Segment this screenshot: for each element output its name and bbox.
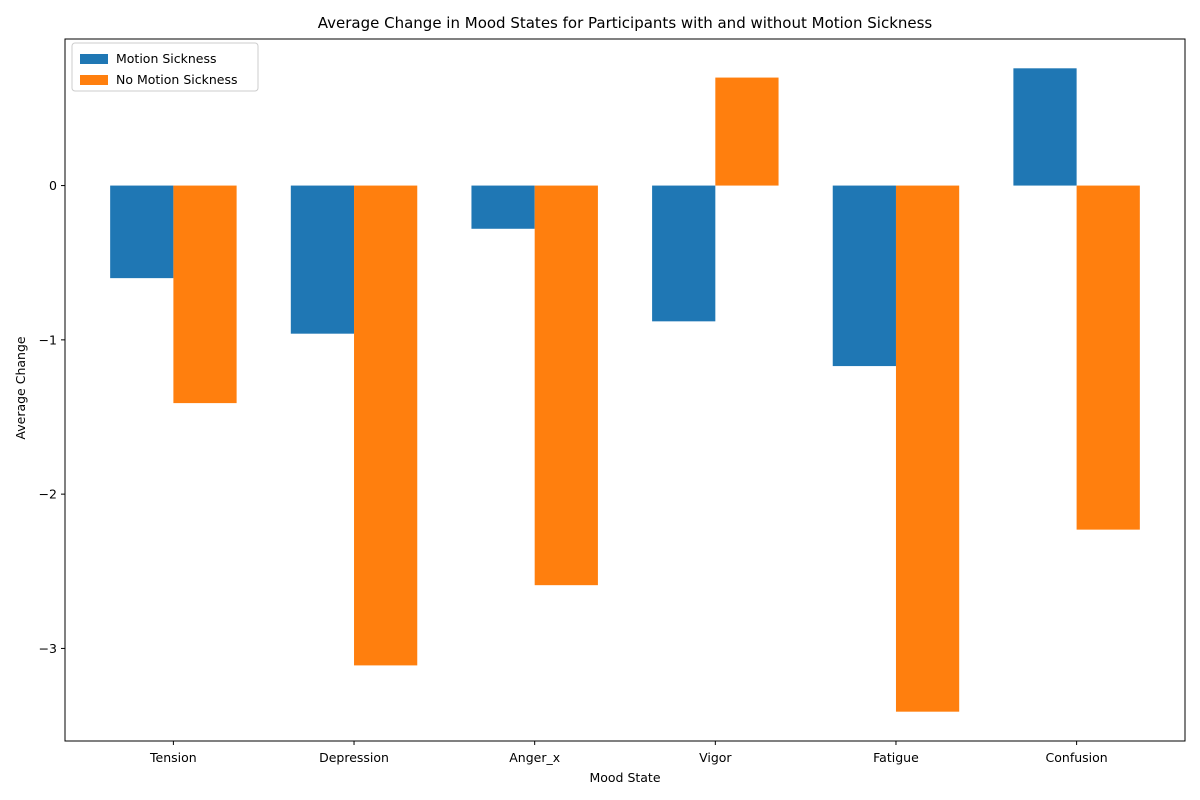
bar-motion-sickness-tension xyxy=(110,185,174,279)
bar-motion-sickness-fatigue xyxy=(832,185,896,367)
y-tick-label: −2 xyxy=(39,487,57,502)
legend-swatch-1 xyxy=(80,75,108,85)
x-tick-label: Vigor xyxy=(699,750,732,765)
x-tick-label: Depression xyxy=(319,750,389,765)
legend-swatch-0 xyxy=(80,54,108,64)
bar-motion-sickness-anger_x xyxy=(471,185,535,229)
plot-frame xyxy=(64,38,1186,742)
y-axis-label: Average Change xyxy=(13,336,28,439)
legend-label-1: No Motion Sickness xyxy=(116,72,237,87)
x-axis-ticks: Tension Depression Anger_x Vigor Fatigue Conf… xyxy=(149,741,1108,765)
x-tick-label: Fatigue xyxy=(873,750,919,765)
bar-motion-sickness-vigor xyxy=(652,185,716,322)
legend: Motion Sickness No Motion Sickness xyxy=(71,42,259,92)
bar-no-motion-sickness-anger_x xyxy=(534,185,598,586)
bar-no-motion-sickness-vigor xyxy=(715,77,779,186)
x-tick-label: Anger_x xyxy=(509,750,560,765)
chart-title: Average Change in Mood States for Partic… xyxy=(318,14,933,32)
x-axis-label: Mood State xyxy=(589,770,660,785)
legend-label-0: Motion Sickness xyxy=(116,51,217,66)
x-tick-label: Tension xyxy=(149,750,197,765)
bar-motion-sickness-depression xyxy=(290,185,355,334)
y-tick-label: −1 xyxy=(39,332,57,347)
y-tick-label: 0 xyxy=(49,178,57,193)
bar-no-motion-sickness-tension xyxy=(173,185,237,404)
bar-no-motion-sickness-fatigue xyxy=(895,185,960,712)
bar-no-motion-sickness-confusion xyxy=(1076,185,1140,530)
x-tick-label: Confusion xyxy=(1046,750,1108,765)
bar-no-motion-sickness-depression xyxy=(354,185,418,666)
bars-group xyxy=(110,68,1140,712)
y-tick-label: −3 xyxy=(39,641,57,656)
bar-motion-sickness-confusion xyxy=(1013,68,1077,186)
y-axis-ticks: 0 −1 −2 −3 xyxy=(39,178,65,656)
legend-box xyxy=(71,42,259,92)
